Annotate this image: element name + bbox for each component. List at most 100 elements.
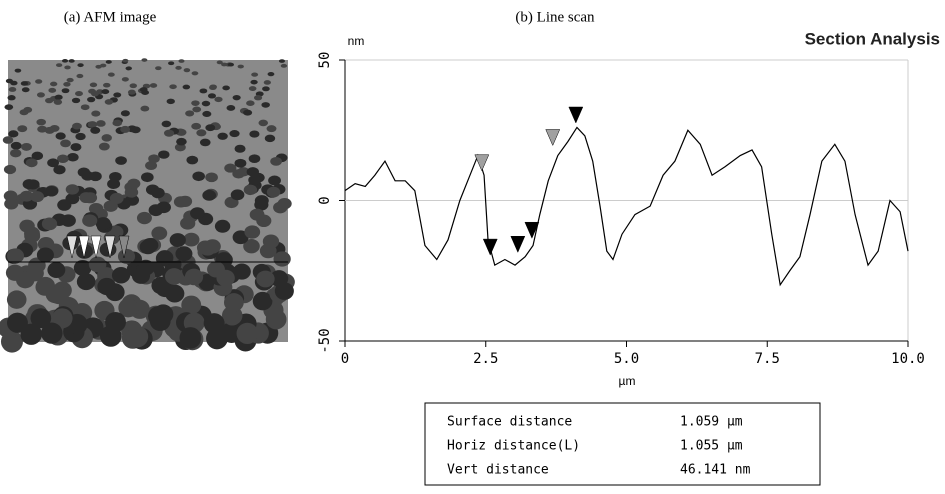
y-unit: nm: [348, 34, 365, 48]
afm-grain: [266, 186, 281, 198]
afm-grain: [36, 92, 45, 98]
afm-grain: [243, 109, 253, 116]
afm-grain: [214, 96, 223, 103]
afm-grain: [48, 87, 57, 93]
afm-grain: [227, 62, 234, 67]
afm-grain: [173, 196, 188, 208]
afm-grain: [270, 156, 282, 166]
afm-grain: [6, 290, 27, 309]
afm-grain: [5, 78, 14, 84]
afm-grain: [4, 198, 19, 210]
afm-grain: [176, 128, 187, 136]
afm-grain: [70, 143, 82, 152]
afm-grain: [169, 233, 186, 248]
afm-grain: [176, 137, 187, 146]
afm-grain: [163, 129, 175, 137]
afm-grain: [156, 201, 171, 214]
afm-grain: [202, 110, 212, 118]
afm-grain: [226, 105, 236, 111]
measurement-value: 1.059 µm: [680, 415, 743, 430]
afm-grain: [273, 251, 291, 267]
afm-grain: [49, 286, 69, 305]
afm-grain: [83, 192, 98, 204]
afm-grain: [41, 322, 63, 344]
afm-grain: [216, 60, 223, 65]
afm-grain: [97, 277, 117, 296]
afm-grain: [250, 79, 258, 85]
afm-grain: [7, 95, 16, 101]
cursor-marker: [545, 129, 561, 147]
afm-grain: [156, 250, 174, 266]
afm-grain: [60, 139, 71, 148]
afm-grain: [141, 237, 159, 253]
afm-grain: [35, 278, 55, 296]
cursor-marker: [510, 236, 526, 253]
afm-grain: [31, 151, 44, 161]
afm-grain: [243, 184, 258, 196]
afm-grain: [91, 110, 101, 117]
afm-grain: [262, 86, 270, 92]
afm-grain: [205, 172, 218, 183]
afm-grain: [67, 153, 79, 162]
x-tick-label: 0: [341, 351, 349, 367]
afm-grain: [256, 270, 275, 288]
afm-grain: [141, 58, 148, 62]
afm-grain: [221, 62, 228, 67]
afm-grain: [88, 88, 96, 94]
afm-grain: [6, 248, 25, 264]
afm-grain: [76, 273, 96, 291]
cursor-marker: [474, 154, 490, 172]
afm-grain: [278, 59, 285, 63]
afm-grain: [232, 230, 249, 245]
afm-grain: [87, 121, 98, 128]
afm-grain: [131, 267, 151, 284]
afm-grain: [44, 126, 55, 134]
afm-grain: [192, 106, 202, 113]
afm-cursor: [90, 235, 102, 259]
afm-grain: [223, 293, 244, 312]
measurement-value: 46.141 nm: [680, 463, 751, 478]
afm-cursor: [66, 235, 78, 259]
afm-grain: [199, 241, 217, 256]
afm-grain: [87, 96, 96, 103]
section-title: Section Analysis: [805, 29, 940, 48]
afm-grain: [151, 226, 168, 240]
afm-grain: [149, 83, 158, 88]
afm-grain: [248, 154, 261, 164]
x-tick-label: 2.5: [473, 351, 498, 367]
afm-grain: [21, 87, 30, 93]
afm-grain: [125, 66, 132, 71]
y-tick-label: 0: [317, 196, 333, 204]
afm-grain: [263, 80, 271, 85]
measurement-label: Horiz distance(L): [447, 439, 580, 454]
afm-grain: [254, 199, 269, 211]
afm-grain: [182, 84, 191, 90]
afm-grain: [217, 132, 228, 140]
afm-grain: [191, 122, 202, 130]
afm-grain: [89, 171, 102, 182]
afm-grain: [280, 63, 288, 68]
afm-grain: [206, 327, 228, 350]
afm-grain: [45, 97, 54, 104]
afm-grain: [20, 323, 43, 345]
afm-grain: [265, 309, 287, 330]
afm-grain: [88, 202, 104, 215]
afm-grain: [24, 226, 40, 241]
afm-grain: [56, 63, 63, 68]
afm-grain: [127, 89, 136, 95]
afm-grain: [51, 308, 73, 329]
afm-grain: [165, 284, 185, 303]
afm-grain: [68, 59, 75, 63]
afm-grain: [117, 248, 136, 264]
afm-grain: [199, 138, 211, 147]
afm-grain: [244, 225, 261, 239]
afm-grain: [129, 83, 138, 89]
afm-grain: [191, 71, 199, 76]
y-tick-label: 50: [317, 52, 333, 69]
afm-grain: [19, 109, 29, 116]
afm-grain: [105, 60, 112, 64]
measurement-label: Vert distance: [447, 463, 549, 478]
afm-grain: [47, 261, 66, 278]
afm-grain: [115, 156, 127, 165]
